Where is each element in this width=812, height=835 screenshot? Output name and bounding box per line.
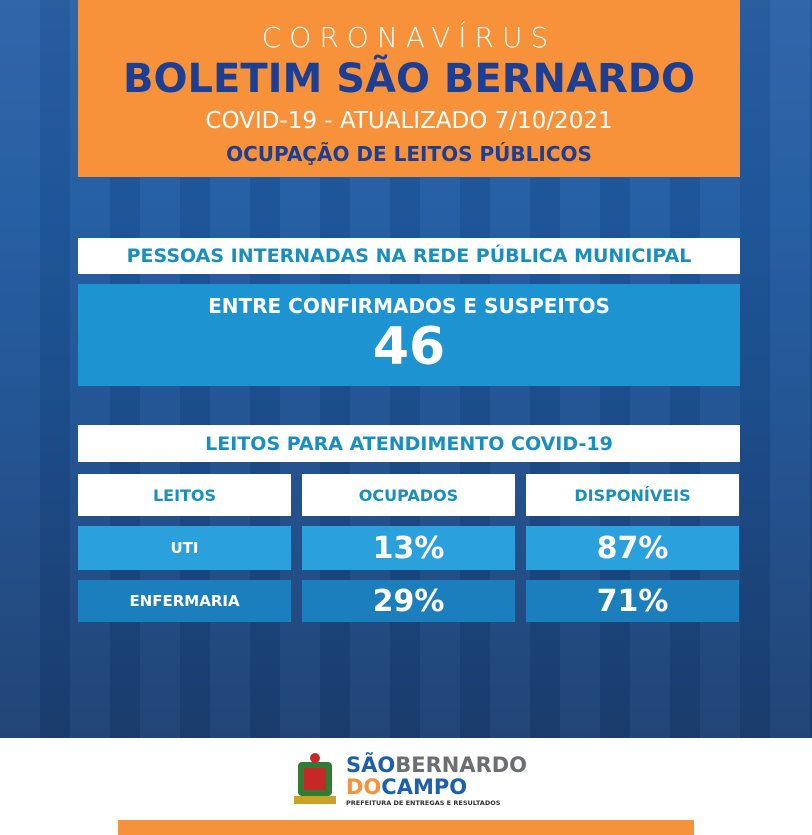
- percent-cell: 13%: [302, 526, 515, 570]
- column-header: OCUPADOS: [302, 474, 515, 516]
- percent-cell: 29%: [302, 580, 515, 622]
- subtitle: COVID-19 - ATUALIZADO 7/10/2021: [205, 108, 613, 134]
- footer-bar: [118, 820, 694, 835]
- row-label: ENFERMARIA: [78, 580, 291, 622]
- logo-sao: SÃO: [346, 753, 396, 777]
- row-label: UTI: [78, 526, 291, 570]
- percent-cell: 87%: [526, 526, 739, 570]
- table-title: LEITOS PARA ATENDIMENTO COVID-19: [78, 425, 740, 462]
- kicker: CORONAVÍRUS: [261, 21, 557, 54]
- internados-title: PESSOAS INTERNADAS NA REDE PÚBLICA MUNIC…: [78, 238, 740, 274]
- section: OCUPAÇÃO DE LEITOS PÚBLICOS: [226, 142, 592, 166]
- column-header: DISPONÍVEIS: [526, 474, 739, 516]
- header: CORONAVÍRUS BOLETIM SÃO BERNARDO COVID-1…: [78, 0, 740, 177]
- logo-crest: [294, 753, 336, 804]
- logo-tagline: PREFEITURA DE ENTREGAS E RESULTADOS: [346, 799, 501, 807]
- percent-cell: 71%: [526, 580, 739, 622]
- logo: SÃOBERNARDO DOCAMPO PREFEITURA DE ENTREG…: [290, 752, 530, 812]
- internados-box: ENTRE CONFIRMADOS E SUSPEITOS 46: [78, 284, 740, 386]
- internados-value: 46: [372, 317, 446, 377]
- title: BOLETIM SÃO BERNARDO: [123, 56, 695, 102]
- internados-label: ENTRE CONFIRMADOS E SUSPEITOS: [208, 294, 610, 318]
- logo-do: DO: [346, 775, 382, 799]
- column-header: LEITOS: [78, 474, 291, 516]
- logo-campo: CAMPO: [381, 775, 468, 799]
- logo-bernardo: BERNARDO: [395, 753, 528, 777]
